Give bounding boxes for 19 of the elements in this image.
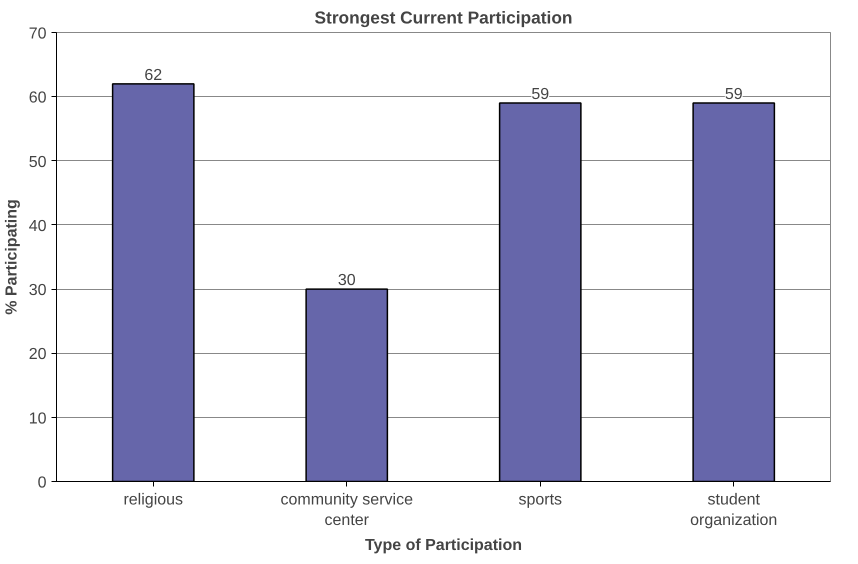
y-tick-label: 50	[28, 154, 47, 171]
x-tick-label: sports	[518, 492, 562, 508]
data-label: 59	[724, 86, 743, 104]
data-label: 59	[531, 86, 550, 104]
y-axis-title: % Participating	[4, 199, 21, 315]
y-tick-label: 60	[28, 90, 47, 107]
chart-title: Strongest Current Participation	[314, 8, 573, 28]
y-tick-label: 70	[28, 26, 47, 42]
y-tick-label: 0	[38, 474, 47, 492]
y-tick-label: 10	[28, 410, 47, 428]
y-tick-label: 30	[28, 282, 47, 300]
y-tick-label: 20	[28, 346, 47, 364]
data-label: 30	[338, 272, 356, 290]
y-tick-label: 40	[28, 218, 47, 235]
x-tick-label: student organization	[690, 492, 778, 529]
x-tick-label: community service center	[280, 492, 414, 529]
x-axis-title: Type of Participation	[364, 536, 522, 554]
x-tick-label: religious	[123, 492, 184, 508]
data-label: 62	[144, 66, 162, 84]
